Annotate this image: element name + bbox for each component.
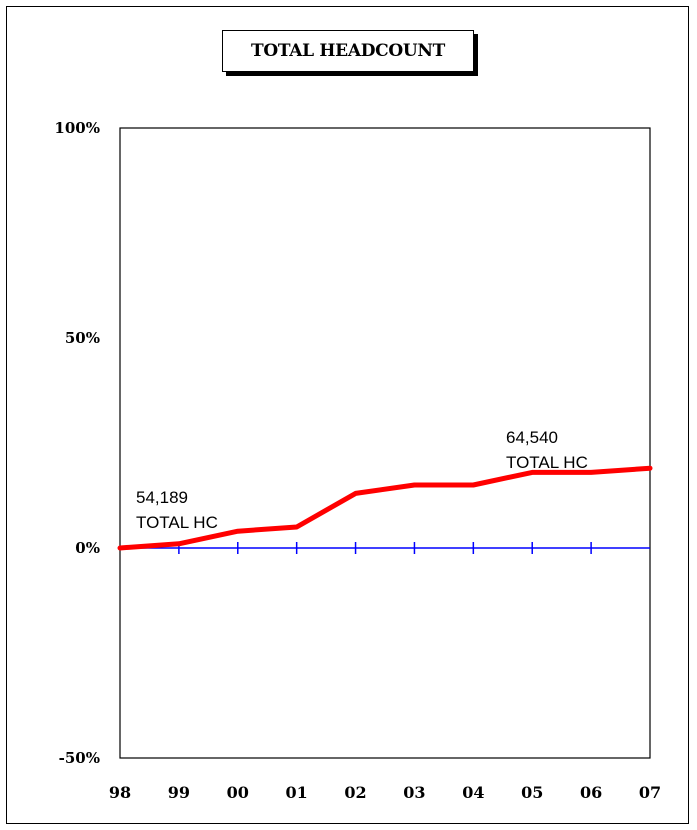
- data-point: [648, 466, 652, 470]
- y-tick-label: -50%: [59, 749, 100, 767]
- x-tick-label: 03: [403, 783, 425, 802]
- x-tick-label: 02: [344, 783, 366, 802]
- x-tick-label: 04: [462, 783, 484, 802]
- x-tick-label: 99: [168, 783, 190, 802]
- y-tick-label: 50%: [65, 329, 100, 347]
- plot-area: [119, 127, 651, 759]
- data-point: [589, 470, 593, 474]
- annotation-label: TOTAL HC: [136, 513, 218, 532]
- series-line: [117, 465, 653, 551]
- data-point: [530, 470, 534, 474]
- data-point: [236, 529, 240, 533]
- x-tick-label: 98: [109, 783, 131, 802]
- x-axis: 98 99 00 01 02 03 04 05 06 07: [109, 783, 661, 802]
- x-tick-label: 00: [227, 783, 249, 802]
- annotation-label: TOTAL HC: [506, 453, 588, 472]
- annotations: 54,189 TOTAL HC 64,540 TOTAL HC: [136, 428, 588, 532]
- zero-baseline: [120, 542, 650, 554]
- x-tick-label: 06: [580, 783, 602, 802]
- data-point: [354, 491, 358, 495]
- data-point: [412, 483, 416, 487]
- chart-title: TOTAL HEADCOUNT: [222, 30, 474, 72]
- y-tick-label: 100%: [54, 119, 100, 137]
- x-tick-label: 05: [521, 783, 543, 802]
- data-point: [295, 525, 299, 529]
- x-tick-label: 07: [639, 783, 661, 802]
- data-point: [177, 542, 181, 546]
- series-layer: [117, 465, 653, 551]
- annotation-value: 64,540: [506, 428, 558, 447]
- annotation-value: 54,189: [136, 488, 188, 507]
- y-tick-label: 0%: [75, 539, 100, 557]
- data-point: [118, 546, 122, 550]
- y-axis: 100% 50% 0% -50%: [54, 119, 100, 767]
- data-point: [471, 483, 475, 487]
- x-tick-label: 01: [286, 783, 308, 802]
